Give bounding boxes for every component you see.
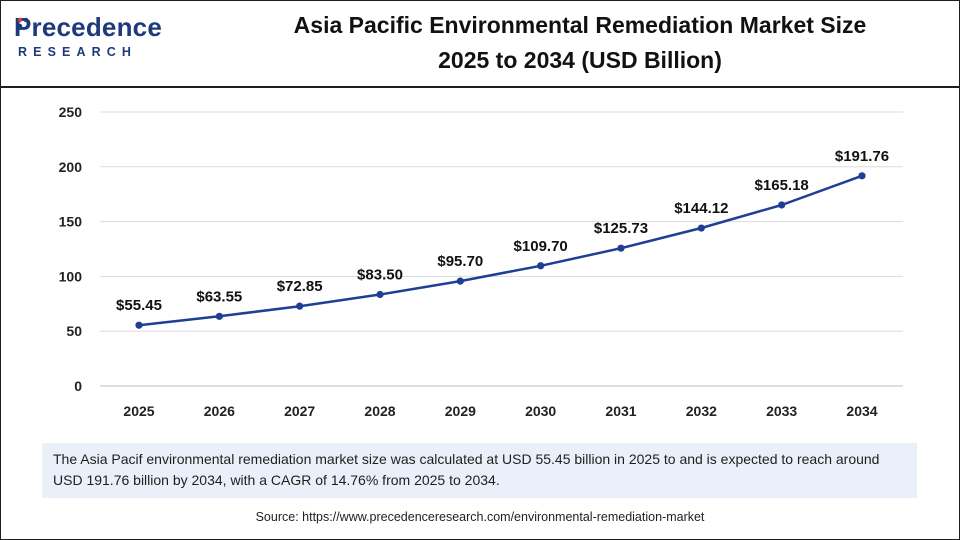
data-label: $109.70 [514,238,568,255]
line-chart: 0 50 100 150 200 250 2025 2026 2027 2028 2029 2030… [59,104,903,419]
data-point [617,244,625,252]
logo-dots-icon [17,17,29,29]
data-point [778,201,786,209]
x-tick-label: 2033 [766,403,797,419]
y-tick-label: 150 [59,214,83,230]
y-tick-label: 100 [59,268,83,284]
x-tick-label: 2025 [123,403,154,419]
data-point [858,172,866,180]
y-tick-label: 50 [66,323,82,339]
brand-logo: Precedence RESEARCH [14,12,164,72]
data-labels: $55.45 $63.55 $72.85 $83.50 $95.70 $109.70 $12… [116,148,889,314]
data-point [296,302,304,310]
data-label: $125.73 [594,220,648,237]
data-point [697,224,705,232]
chart-title: Asia Pacific Environmental Remediation M… [230,8,930,78]
grid-lines [100,111,903,387]
data-label: $63.55 [196,288,242,305]
x-axis-ticks: 2025 2026 2027 2028 2029 2030 2031 2032 2033 2034 [123,403,877,419]
y-tick-label: 200 [59,159,83,175]
data-point [135,321,143,329]
x-tick-label: 2026 [204,403,235,419]
x-tick-label: 2027 [284,403,315,419]
brand-name-bottom: RESEARCH [18,45,137,59]
x-tick-label: 2032 [686,403,717,419]
data-label: $55.45 [116,297,162,314]
chart-title-line1: Asia Pacific Environmental Remediation M… [293,12,867,38]
data-label: $72.85 [277,278,323,295]
data-label: $165.18 [755,177,809,194]
data-label: $144.12 [674,200,728,217]
x-tick-label: 2028 [364,403,395,419]
x-tick-label: 2029 [445,403,476,419]
data-point [376,290,384,299]
data-point [215,312,223,320]
data-label: $83.50 [357,266,403,283]
summary-text: The Asia Pacif environmental remediation… [53,451,880,488]
chart-title-line2: 2025 to 2034 (USD Billion) [438,47,722,73]
data-label: $95.70 [437,253,483,270]
y-tick-label: 0 [74,378,82,394]
x-tick-label: 2031 [605,403,636,419]
x-tick-label: 2030 [525,403,556,419]
data-point [456,277,464,285]
x-tick-label: 2034 [846,403,877,419]
header: Precedence RESEARCH Asia Pacific Environ… [0,0,960,88]
y-tick-label: 250 [59,104,83,120]
data-point [537,262,545,270]
series-line-group [135,172,866,329]
brand-name-top: Precedence [14,12,162,42]
summary-box: The Asia Pacif environmental remediation… [42,443,917,498]
series-line [138,174,863,327]
source-note: Source: https://www.precedenceresearch.c… [255,510,705,524]
y-axis-ticks: 0 50 100 150 200 250 [59,104,83,394]
data-label: $191.76 [835,148,889,165]
